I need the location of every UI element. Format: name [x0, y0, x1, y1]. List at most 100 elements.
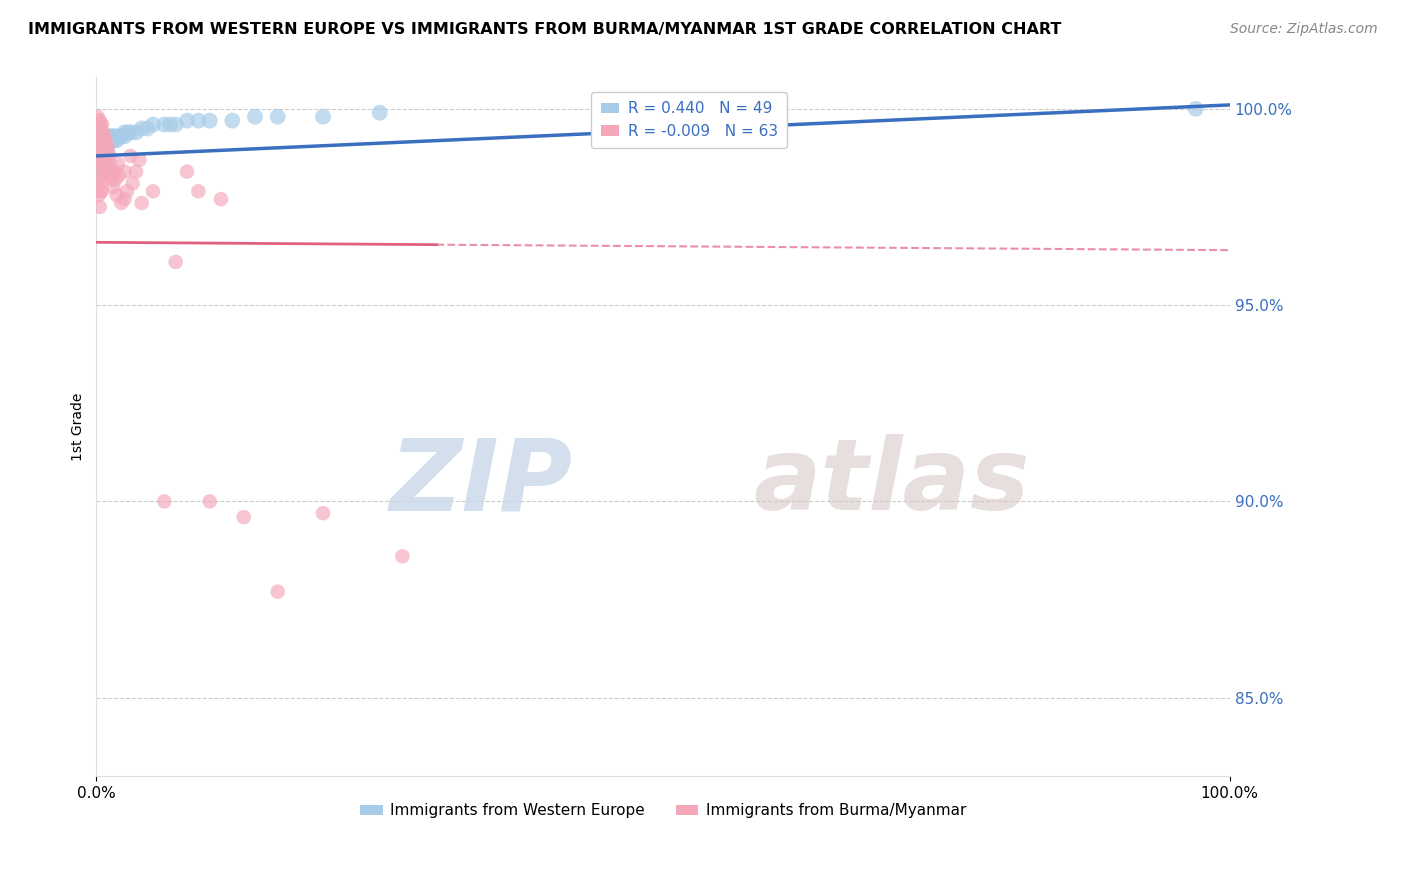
- Point: [312, 506, 335, 520]
- Point: [97, 133, 120, 147]
- Point: [87, 113, 110, 128]
- Point: [103, 129, 125, 144]
- Point: [121, 177, 143, 191]
- Point: [120, 149, 142, 163]
- Point: [100, 129, 122, 144]
- Point: [97, 141, 120, 155]
- Point: [89, 113, 111, 128]
- Point: [142, 184, 165, 198]
- Point: [97, 145, 120, 159]
- Point: [165, 118, 187, 132]
- Point: [98, 133, 121, 147]
- Point: [105, 133, 128, 147]
- Point: [96, 137, 118, 152]
- Point: [91, 125, 114, 139]
- Point: [232, 510, 254, 524]
- Text: ZIP: ZIP: [389, 434, 572, 532]
- Point: [87, 137, 110, 152]
- Point: [114, 129, 136, 144]
- Point: [97, 164, 120, 178]
- Point: [101, 133, 124, 147]
- Point: [198, 113, 221, 128]
- Point: [87, 157, 110, 171]
- Point: [96, 161, 118, 175]
- Point: [105, 188, 128, 202]
- Point: [101, 172, 124, 186]
- Point: [198, 494, 221, 508]
- Point: [153, 494, 176, 508]
- Point: [93, 137, 115, 152]
- Point: [176, 113, 198, 128]
- Point: [153, 118, 176, 132]
- Point: [209, 192, 232, 206]
- Y-axis label: 1st Grade: 1st Grade: [72, 392, 86, 461]
- Point: [104, 172, 127, 186]
- Point: [110, 196, 132, 211]
- Point: [103, 180, 125, 194]
- Point: [120, 125, 142, 139]
- Point: [94, 157, 117, 171]
- Point: [187, 113, 209, 128]
- Point: [90, 164, 112, 178]
- Point: [96, 137, 118, 152]
- Point: [1184, 102, 1206, 116]
- Point: [91, 153, 114, 167]
- Point: [91, 141, 114, 155]
- Point: [86, 110, 108, 124]
- Legend: Immigrants from Western Europe, Immigrants from Burma/Myanmar: Immigrants from Western Europe, Immigran…: [353, 797, 973, 824]
- Point: [90, 184, 112, 198]
- Point: [93, 172, 115, 186]
- Point: [86, 129, 108, 144]
- Point: [91, 118, 114, 132]
- Point: [117, 125, 139, 139]
- Point: [165, 255, 187, 269]
- Point: [142, 118, 165, 132]
- Text: atlas: atlas: [754, 434, 1031, 532]
- Point: [91, 169, 114, 183]
- Point: [103, 164, 125, 178]
- Point: [243, 110, 266, 124]
- Point: [368, 105, 391, 120]
- Point: [108, 169, 131, 183]
- Point: [391, 549, 413, 564]
- Point: [136, 121, 159, 136]
- Point: [89, 172, 111, 186]
- Point: [93, 149, 115, 163]
- Point: [97, 149, 120, 163]
- Point: [100, 164, 122, 178]
- Point: [93, 129, 115, 144]
- Point: [94, 145, 117, 159]
- Point: [267, 110, 290, 124]
- Point: [107, 157, 129, 171]
- Point: [93, 149, 115, 163]
- Point: [89, 161, 111, 175]
- Point: [103, 133, 125, 147]
- Point: [114, 164, 136, 178]
- Point: [89, 129, 111, 144]
- Point: [312, 110, 335, 124]
- Point: [91, 184, 114, 198]
- Point: [104, 129, 127, 144]
- Point: [90, 157, 112, 171]
- Text: Source: ZipAtlas.com: Source: ZipAtlas.com: [1230, 22, 1378, 37]
- Point: [87, 161, 110, 175]
- Point: [91, 157, 114, 171]
- Point: [131, 121, 153, 136]
- Point: [89, 149, 111, 163]
- Point: [91, 137, 114, 152]
- Point: [187, 184, 209, 198]
- Point: [89, 149, 111, 163]
- Point: [91, 157, 114, 171]
- Point: [267, 584, 290, 599]
- Point: [97, 129, 120, 144]
- Point: [90, 137, 112, 152]
- Point: [108, 129, 131, 144]
- Point: [110, 129, 132, 144]
- Point: [159, 118, 181, 132]
- Point: [115, 184, 138, 198]
- Text: IMMIGRANTS FROM WESTERN EUROPE VS IMMIGRANTS FROM BURMA/MYANMAR 1ST GRADE CORREL: IMMIGRANTS FROM WESTERN EUROPE VS IMMIGR…: [28, 22, 1062, 37]
- Point: [94, 133, 117, 147]
- Point: [176, 164, 198, 178]
- Point: [90, 118, 112, 132]
- Point: [89, 200, 111, 214]
